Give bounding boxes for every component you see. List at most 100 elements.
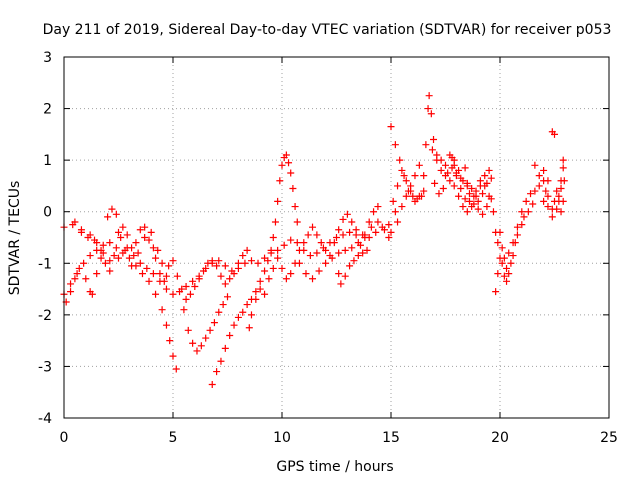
data-point bbox=[424, 105, 432, 113]
data-point bbox=[535, 182, 543, 190]
data-point bbox=[264, 257, 272, 265]
data-point bbox=[221, 262, 229, 270]
data-point bbox=[166, 337, 174, 345]
x-axis-label: GPS time / hours bbox=[276, 459, 393, 475]
data-point bbox=[125, 254, 133, 262]
y-tick-label: 3 bbox=[43, 50, 52, 66]
data-point bbox=[433, 151, 441, 159]
data-point bbox=[503, 277, 511, 285]
data-point bbox=[363, 246, 371, 254]
data-point bbox=[274, 197, 282, 205]
data-point bbox=[172, 365, 180, 373]
data-point bbox=[271, 218, 279, 226]
data-point bbox=[494, 239, 502, 247]
chart-title: Day 211 of 2019, Sidereal Day-to-day VTE… bbox=[43, 22, 612, 38]
data-point bbox=[217, 357, 225, 365]
data-point bbox=[256, 285, 264, 293]
data-point bbox=[285, 159, 293, 167]
data-point bbox=[104, 213, 112, 221]
data-point bbox=[560, 177, 568, 185]
data-point bbox=[291, 203, 299, 211]
data-point bbox=[108, 205, 116, 213]
data-point bbox=[404, 187, 412, 195]
data-point bbox=[529, 200, 537, 208]
data-point bbox=[413, 195, 421, 203]
data-point bbox=[531, 187, 539, 195]
data-point bbox=[210, 319, 218, 327]
data-point bbox=[553, 187, 561, 195]
data-point bbox=[234, 313, 242, 321]
data-point bbox=[252, 295, 260, 303]
data-point bbox=[215, 308, 223, 316]
data-point bbox=[186, 290, 194, 298]
data-point bbox=[398, 166, 406, 174]
data-point bbox=[505, 270, 513, 278]
data-point bbox=[446, 177, 454, 185]
data-point bbox=[197, 342, 205, 350]
data-point bbox=[189, 339, 197, 347]
data-point bbox=[80, 259, 88, 267]
data-point bbox=[459, 203, 467, 211]
data-point bbox=[204, 259, 212, 267]
data-point bbox=[400, 172, 408, 180]
data-point bbox=[457, 185, 465, 193]
data-point bbox=[143, 264, 151, 272]
data-point bbox=[230, 321, 238, 329]
data-point bbox=[359, 249, 367, 257]
data-point bbox=[119, 223, 127, 231]
data-point bbox=[276, 177, 284, 185]
data-point bbox=[300, 239, 308, 247]
data-point bbox=[496, 228, 504, 236]
data-point bbox=[280, 241, 288, 249]
x-tick-label: 0 bbox=[60, 430, 69, 446]
data-point bbox=[361, 234, 369, 241]
data-point bbox=[130, 252, 138, 260]
x-tick-label: 25 bbox=[600, 430, 618, 446]
data-point bbox=[542, 187, 550, 195]
data-point bbox=[75, 264, 83, 272]
data-point bbox=[278, 161, 286, 169]
data-point bbox=[145, 277, 153, 285]
data-point bbox=[106, 267, 114, 275]
data-point bbox=[540, 197, 548, 205]
data-point bbox=[544, 177, 552, 185]
data-point bbox=[415, 161, 423, 169]
data-point bbox=[86, 252, 94, 260]
data-point bbox=[141, 223, 149, 231]
data-point bbox=[540, 166, 548, 174]
data-point bbox=[489, 208, 497, 216]
data-point bbox=[452, 169, 460, 177]
data-point bbox=[402, 192, 410, 200]
data-point bbox=[531, 161, 539, 169]
data-point bbox=[367, 223, 375, 231]
data-point bbox=[315, 267, 323, 275]
data-point bbox=[422, 141, 430, 149]
data-point bbox=[182, 295, 190, 303]
data-point bbox=[247, 311, 255, 319]
data-point bbox=[503, 264, 511, 272]
axes: 0 5 10 15 20 25 -4 -3 -2 -1 0 1 2 3 bbox=[38, 50, 618, 446]
data-point bbox=[138, 270, 146, 278]
data-point bbox=[154, 246, 162, 254]
data-point bbox=[156, 270, 164, 278]
data-point bbox=[252, 288, 260, 296]
data-point bbox=[442, 161, 449, 169]
data-point bbox=[472, 187, 480, 195]
data-point bbox=[333, 234, 340, 241]
data-point bbox=[348, 218, 356, 226]
data-point bbox=[387, 228, 395, 236]
data-point bbox=[247, 257, 255, 265]
data-point bbox=[498, 259, 506, 267]
data-point bbox=[141, 234, 149, 241]
data-point bbox=[136, 226, 144, 234]
data-point bbox=[184, 326, 192, 334]
data-point bbox=[509, 252, 517, 260]
data-point bbox=[335, 270, 343, 278]
data-point bbox=[557, 208, 565, 216]
x-tick-label: 15 bbox=[382, 430, 400, 446]
data-point bbox=[213, 368, 221, 376]
data-point bbox=[115, 228, 122, 236]
data-point bbox=[165, 262, 173, 270]
data-point bbox=[553, 205, 561, 213]
